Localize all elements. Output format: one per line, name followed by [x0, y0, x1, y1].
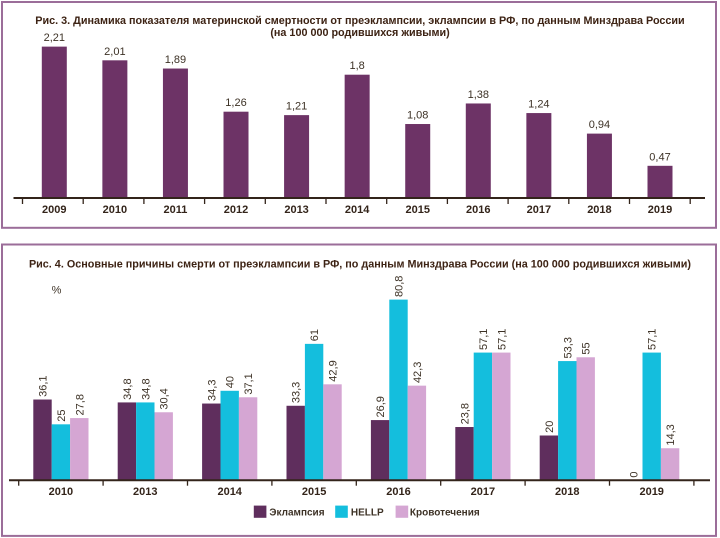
svg-text:(на 100 000 родившихся живыми): (на 100 000 родившихся живыми): [270, 27, 450, 39]
svg-text:2018: 2018: [587, 204, 611, 216]
svg-text:2016: 2016: [386, 486, 410, 498]
svg-text:2018: 2018: [555, 486, 579, 498]
svg-text:0,94: 0,94: [589, 119, 610, 131]
svg-text:37,1: 37,1: [243, 373, 255, 394]
svg-text:2015: 2015: [405, 204, 429, 216]
svg-text:Эклампсия: Эклампсия: [269, 507, 324, 518]
svg-text:0: 0: [628, 471, 640, 477]
svg-text:1,08: 1,08: [407, 110, 428, 122]
svg-text:57,1: 57,1: [647, 329, 659, 350]
svg-text:1,24: 1,24: [528, 99, 549, 111]
svg-text:34,8: 34,8: [122, 378, 134, 399]
svg-text:26,9: 26,9: [375, 396, 387, 417]
svg-text:2017: 2017: [471, 486, 495, 498]
svg-text:2017: 2017: [527, 204, 551, 216]
svg-text:33,3: 33,3: [291, 382, 303, 403]
svg-text:53,3: 53,3: [562, 337, 574, 358]
svg-text:2013: 2013: [133, 486, 157, 498]
svg-text:2015: 2015: [302, 486, 326, 498]
svg-text:2011: 2011: [164, 204, 188, 216]
svg-text:2019: 2019: [648, 204, 672, 216]
svg-text:57,1: 57,1: [496, 329, 508, 350]
svg-text:2010: 2010: [49, 486, 73, 498]
svg-text:Рис. 4. Основные причины смерт: Рис. 4. Основные причины смерти от преэк…: [29, 258, 691, 270]
svg-text:25: 25: [56, 409, 68, 421]
svg-text:30,4: 30,4: [159, 388, 171, 409]
svg-text:55: 55: [581, 342, 593, 354]
svg-text:1,89: 1,89: [165, 54, 186, 66]
svg-text:HELLP: HELLP: [351, 507, 384, 518]
svg-text:20: 20: [544, 421, 556, 433]
svg-text:2016: 2016: [466, 204, 490, 216]
svg-text:57,1: 57,1: [478, 329, 490, 350]
svg-text:42,9: 42,9: [327, 360, 339, 381]
svg-text:14,3: 14,3: [665, 424, 677, 445]
svg-text:1,38: 1,38: [468, 89, 489, 101]
svg-text:1,21: 1,21: [286, 101, 307, 113]
svg-text:2013: 2013: [284, 204, 308, 216]
svg-text:Кровотечения: Кровотечения: [410, 507, 480, 518]
svg-text:2014: 2014: [217, 486, 242, 498]
svg-text:2014: 2014: [345, 204, 370, 216]
svg-text:36,1: 36,1: [37, 375, 49, 396]
svg-text:2009: 2009: [42, 204, 66, 216]
svg-text:2,21: 2,21: [44, 32, 65, 44]
svg-text:61: 61: [309, 329, 321, 341]
svg-text:2012: 2012: [224, 204, 248, 216]
svg-text:2019: 2019: [639, 486, 663, 498]
svg-text:27,8: 27,8: [74, 394, 86, 415]
svg-text:2,01: 2,01: [104, 46, 125, 58]
svg-text:%: %: [52, 284, 62, 296]
svg-text:34,3: 34,3: [206, 380, 218, 401]
svg-text:2010: 2010: [103, 204, 127, 216]
svg-text:23,8: 23,8: [459, 403, 471, 424]
svg-text:Рис. 3. Динамика показателя ма: Рис. 3. Динамика показателя материнской …: [35, 15, 684, 27]
svg-text:1,26: 1,26: [225, 97, 246, 109]
svg-text:0,47: 0,47: [649, 151, 670, 163]
svg-text:80,8: 80,8: [393, 276, 405, 297]
svg-text:1,8: 1,8: [350, 60, 365, 72]
svg-text:34,8: 34,8: [140, 378, 152, 399]
svg-text:40: 40: [225, 376, 237, 388]
svg-text:42,3: 42,3: [412, 362, 424, 383]
